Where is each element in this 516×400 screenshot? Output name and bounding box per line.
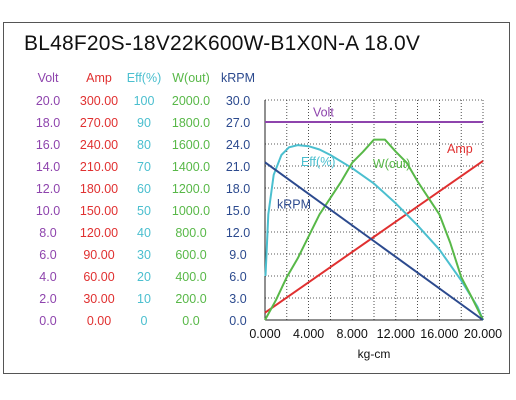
y-tick-label: 10 [137,292,151,306]
chart-frame [3,22,510,374]
y-tick-label: 21.0 [226,160,250,174]
series-label: kRPM [277,198,311,212]
axis-header: Eff(%) [127,71,162,85]
y-tick-label: 180.00 [80,182,118,196]
y-tick-label: 16.0 [36,138,60,152]
y-tick-label: 15.0 [226,204,250,218]
y-tick-label: 18.0 [226,182,250,196]
y-tick-label: 9.0 [229,248,246,262]
y-tick-label: 6.0 [229,270,246,284]
y-tick-label: 10.0 [36,204,60,218]
series-line-eff [264,144,484,321]
x-tick-label: 4.000 [293,327,324,341]
y-tick-label: 210.00 [80,160,118,174]
y-tick-label: 14.0 [36,160,60,174]
series-line-krpm [264,161,484,321]
y-tick-label: 60.00 [83,270,114,284]
y-tick-label: 0.0 [39,314,56,328]
y-tick-label: 60 [137,182,151,196]
y-tick-label: 20 [137,270,151,284]
grid [264,99,484,321]
axis-header: W(out) [172,71,210,85]
y-tick-label: 30.00 [83,292,114,306]
y-tick-label: 1200.0 [172,182,210,196]
y-tick-label: 200.0 [175,292,206,306]
axis-header: kRPM [221,71,255,85]
y-tick-label: 90 [137,116,151,130]
series [264,121,484,321]
y-tick-label: 0.0 [229,314,246,328]
chart-title: BL48F20S-18V22K600W-B1X0N-A 18.0V [24,32,421,55]
y-tick-label: 120.00 [80,226,118,240]
y-tick-label: 27.0 [226,116,250,130]
y-tick-label: 270.00 [80,116,118,130]
y-tick-label: 1800.0 [172,116,210,130]
y-tick-label: 12.0 [226,226,250,240]
labels: Volt Amp Eff(%) W(out) kRPM [277,106,473,212]
series-label: Volt [313,106,334,120]
y-tick-label: 0 [141,314,148,328]
axis-header: Volt [38,71,59,85]
y-tick-label: 70 [137,160,151,174]
y-tick-label: 800.0 [175,226,206,240]
y-tick-label: 1600.0 [172,138,210,152]
y-tick-label: 150.00 [80,204,118,218]
series-line-w-out [264,138,484,321]
x-tick-label: 12.000 [377,327,415,341]
y-tick-label: 30 [137,248,151,262]
y-tick-label: 12.0 [36,182,60,196]
y-tick-label: 40 [137,226,151,240]
y-tick-label: 80 [137,138,151,152]
series-label: Amp [447,142,473,156]
y-tick-label: 18.0 [36,116,60,130]
axes: Volt 0.0 2.0 4.0 6.0 8.0 10.0 12.0 14.0 16.0 18.0 2… [36,71,502,361]
x-axis-label: kg-cm [358,347,391,361]
y-tick-label: 300.00 [80,94,118,108]
x-tick-label: 8.000 [337,327,368,341]
y-tick-label: 2000.0 [172,94,210,108]
y-tick-label: 50 [137,204,151,218]
x-tick-label: 0.000 [249,327,280,341]
series-line-amp [264,160,484,314]
series-label: Eff(%) [301,155,336,169]
y-tick-label: 400.0 [175,270,206,284]
y-tick-label: 90.00 [83,248,114,262]
x-tick-label: 16.000 [420,327,458,341]
y-tick-label: 4.0 [39,270,56,284]
y-tick-label: 3.0 [229,292,246,306]
x-tick-label: 20.000 [464,327,502,341]
y-tick-label: 6.0 [39,248,56,262]
y-tick-label: 24.0 [226,138,250,152]
y-tick-label: 0.00 [87,314,111,328]
y-tick-label: 8.0 [39,226,56,240]
y-tick-label: 0.0 [182,314,199,328]
y-tick-label: 240.00 [80,138,118,152]
y-tick-label: 1000.0 [172,204,210,218]
y-tick-label: 20.0 [36,94,60,108]
y-tick-label: 600.0 [175,248,206,262]
series-label: W(out) [373,157,411,171]
y-tick-label: 1400.0 [172,160,210,174]
axis-header: Amp [86,71,112,85]
y-tick-label: 2.0 [39,292,56,306]
y-tick-label: 100 [134,94,155,108]
y-tick-label: 30.0 [226,94,250,108]
